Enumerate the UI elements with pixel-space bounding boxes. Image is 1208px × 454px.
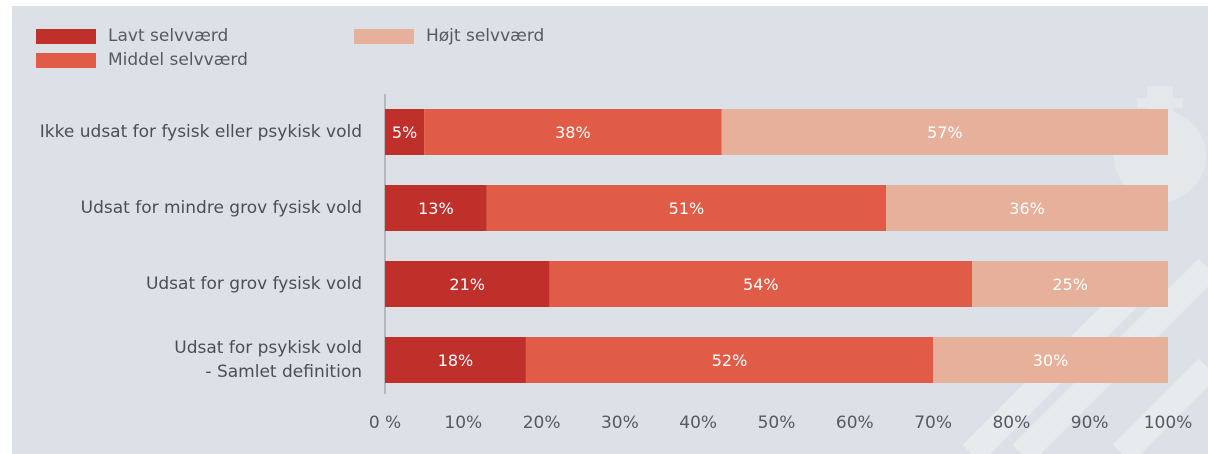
bar-segment bbox=[385, 337, 526, 383]
x-tick-label: 0 % bbox=[368, 413, 402, 433]
category-label-line: - Samlet definition bbox=[205, 362, 362, 382]
legend-label: Lavt selvværd bbox=[108, 26, 229, 46]
chart-panel: Lavt selvværd Middel selvværd Højt selvvær… bbox=[12, 6, 1208, 454]
bar-segment bbox=[721, 109, 1168, 155]
bar-value-label: 25% bbox=[1052, 275, 1088, 294]
category-label-line: Udsat for psykisk vold bbox=[174, 338, 362, 358]
bar-segment bbox=[549, 261, 973, 307]
bar-value-label: 5% bbox=[392, 123, 417, 142]
bar-segment bbox=[385, 109, 425, 155]
bar-plot: 5% 38% 57% 13% 51% 36% 21% 54% 25% 18% 52% 30% bbox=[384, 94, 1168, 394]
legend-swatch bbox=[36, 29, 96, 44]
bar-value-label: 30% bbox=[1033, 351, 1069, 370]
bar-value-label: 54% bbox=[743, 275, 779, 294]
legend-label: Middel selvværd bbox=[108, 50, 248, 70]
bar-segment bbox=[525, 337, 934, 383]
bar-segment bbox=[385, 261, 550, 307]
category-label: Udsat for psykisk vold - Samlet definitio… bbox=[174, 336, 362, 384]
x-tick-label: 50% bbox=[757, 413, 796, 433]
x-tick-label: 20% bbox=[522, 413, 561, 433]
legend-swatch bbox=[36, 53, 96, 68]
bar-value-label: 57% bbox=[927, 123, 963, 142]
x-tick-label: 40% bbox=[679, 413, 718, 433]
bar-value-label: 52% bbox=[712, 351, 748, 370]
bar-value-label: 21% bbox=[449, 275, 485, 294]
bar-segment bbox=[385, 185, 487, 231]
category-label-line: Udsat for grov fysisk vold bbox=[145, 274, 362, 294]
x-tick-label: 60% bbox=[835, 413, 874, 433]
category-label-line: Udsat for mindre grov fysisk vold bbox=[80, 198, 362, 218]
bar-value-label: 13% bbox=[418, 199, 454, 218]
legend-label: Højt selvværd bbox=[426, 26, 545, 46]
x-tick-label: 30% bbox=[600, 413, 639, 433]
x-tick-label: 70% bbox=[914, 413, 952, 433]
bar-value-label: 38% bbox=[555, 123, 591, 142]
x-tick-label: 10% bbox=[444, 413, 483, 433]
bar-segment bbox=[972, 261, 1168, 307]
x-tick-label: 100% bbox=[1143, 413, 1193, 433]
legend-swatch bbox=[354, 29, 414, 44]
bar-value-label: 51% bbox=[669, 199, 705, 218]
category-label: Ikke udsat for fysisk eller psykisk vold bbox=[40, 120, 362, 144]
bar-segment bbox=[886, 185, 1168, 231]
bar-segment bbox=[933, 337, 1168, 383]
category-label: Udsat for grov fysisk vold bbox=[146, 272, 362, 296]
bar-segment bbox=[424, 109, 722, 155]
bar-value-label: 36% bbox=[1009, 199, 1045, 218]
bar-value-label: 18% bbox=[438, 351, 474, 370]
x-tick-label: 90% bbox=[1070, 413, 1109, 433]
category-label-line: Ikke udsat for fysisk eller psykisk vold bbox=[39, 122, 362, 142]
bar-segment bbox=[486, 185, 887, 231]
x-tick-label: 80% bbox=[992, 413, 1031, 433]
category-label: Udsat for mindre grov fysisk vold bbox=[81, 196, 362, 220]
